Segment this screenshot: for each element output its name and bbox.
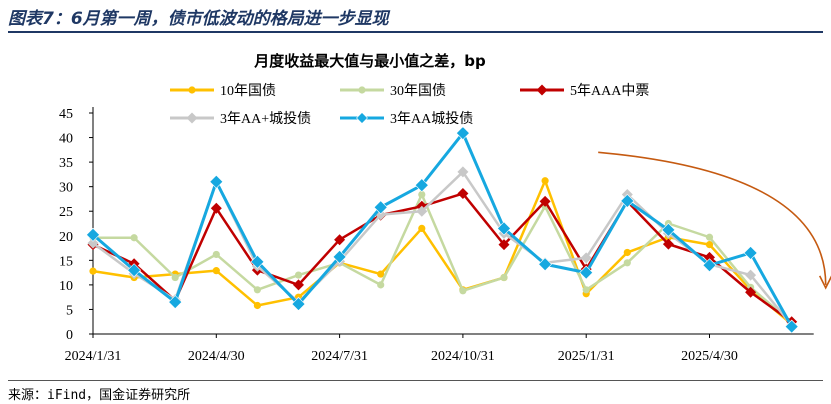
data-point-series-2 [705,233,714,241]
trend-arrow [598,151,827,285]
data-point-series-4 [745,269,757,281]
data-point-series-1 [418,224,426,233]
legend-swatch-marker [188,86,196,94]
data-point-series-4 [416,205,428,217]
x-tick-label: 2024/4/30 [188,349,245,364]
data-point-series-5 [743,246,758,260]
y-tick-label: 40 [59,132,73,147]
y-tick-label: 20 [59,230,73,245]
data-point-series-5 [661,222,676,237]
legend-label: 5年AAA中票 [570,83,649,99]
data-point-series-5 [291,297,306,311]
data-point-series-3 [210,202,222,214]
legend-label: 10年国债 [220,83,276,99]
chart-title: 月度收益最大值与最小值之差，bp [253,52,486,70]
data-point-series-5 [579,265,594,280]
x-tick-label: 2024/10/31 [431,349,495,364]
data-point-series-5 [127,263,142,278]
data-point-series-1 [541,177,549,185]
data-point-series-3 [457,188,469,200]
data-point-series-2 [500,273,508,282]
legend-swatch-marker [358,86,366,94]
legend-swatch-marker [186,112,198,124]
data-point-series-4 [580,252,592,264]
data-point-series-5 [168,295,183,310]
data-point-series-2 [623,259,631,267]
series-line-3 [92,192,793,323]
data-point-series-3 [293,279,304,291]
y-tick-label: 25 [59,205,73,220]
source-divider [8,380,823,381]
data-point-series-5 [455,126,470,141]
data-point-series-5 [414,178,429,193]
y-tick-label: 15 [59,254,73,269]
y-tick-label: 35 [59,156,73,171]
data-point-series-2 [212,250,220,259]
data-point-series-1 [705,241,714,249]
legend-label: 3年AA+城投债 [220,111,311,127]
y-tick-label: 0 [66,328,73,343]
data-point-series-5 [702,258,717,273]
legend-swatch-marker [356,112,368,124]
data-point-series-5 [86,227,100,242]
data-point-series-2 [459,287,467,295]
data-point-series-5 [209,174,224,189]
data-point-series-2 [130,234,138,242]
data-point-series-2 [582,286,590,294]
legend-label: 30年国债 [390,83,446,99]
data-point-series-3 [662,238,674,250]
data-point-series-3 [745,286,757,298]
data-point-series-5 [250,254,265,269]
legend-label: 3年AA城投债 [390,111,473,127]
title-divider [8,31,823,33]
data-point-series-5 [332,249,347,264]
y-tick-label: 30 [59,181,73,196]
data-point-series-5 [538,257,553,272]
data-point-series-3 [498,239,510,251]
data-point-series-1 [623,248,631,257]
data-point-series-3 [334,234,346,246]
data-point-series-1 [212,267,220,275]
data-point-series-4 [87,237,99,249]
source-note: 来源：iFind，国金证券研究所 [8,388,191,403]
data-point-series-3 [704,251,715,263]
x-tick-label: 2025/4/30 [681,349,738,364]
data-point-series-4 [457,166,469,178]
x-tick-label: 2024/1/31 [65,349,122,364]
data-point-series-5 [497,221,511,236]
x-tick-label: 2025/1/31 [558,349,615,364]
y-tick-label: 45 [59,107,73,122]
data-point-series-2 [253,286,261,294]
figure-title: 图表7：6月第一周，债市低波动的格局进一步显现 [8,9,389,29]
data-point-series-5 [620,193,635,208]
series-line-2 [93,193,793,324]
data-point-series-1 [89,267,97,275]
data-point-series-1 [377,270,385,278]
series-line-5 [92,131,794,328]
y-tick-label: 10 [59,279,73,294]
data-point-series-2 [294,271,303,279]
x-tick-label: 2024/7/31 [311,349,368,364]
data-point-series-3 [539,195,551,207]
y-tick-label: 5 [66,303,73,318]
data-point-series-5 [784,319,799,334]
data-point-series-2 [418,190,426,199]
data-point-series-1 [253,301,261,310]
data-point-series-5 [373,200,388,215]
data-point-series-2 [171,273,179,282]
trend-arrow-head [818,275,831,290]
legend-swatch-marker [536,84,548,96]
data-point-series-2 [377,281,385,289]
